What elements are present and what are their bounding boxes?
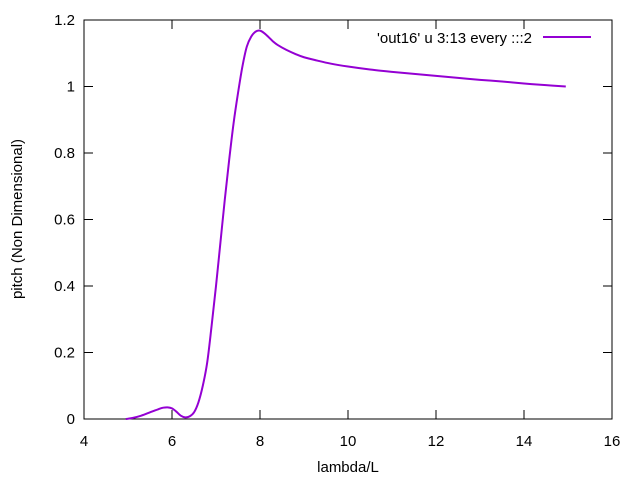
x-tick-label: 6	[168, 433, 176, 450]
legend-label: 'out16' u 3:13 every :::2	[377, 30, 532, 47]
x-tick-label: 10	[340, 433, 357, 450]
y-tick-label: 0.4	[54, 278, 75, 295]
x-tick-label: 8	[256, 433, 264, 450]
axis-tick-labels: 4 6 8 10 12 14 16 0 0.2 0.4 0.6 0.8 1 1.2	[54, 12, 620, 450]
plot-frame	[83, 19, 613, 420]
series-line	[125, 29, 566, 420]
y-tick-label: 1.2	[54, 12, 75, 29]
x-tick-label: 12	[428, 433, 445, 450]
x-tick-label: 4	[80, 433, 88, 450]
y-tick-label: 0.8	[54, 145, 75, 162]
x-axis-label: lambda/L	[317, 459, 379, 476]
y-axis-label: pitch (Non Dimensional)	[9, 139, 26, 299]
x-tick-label: 16	[604, 433, 621, 450]
y-tick-label: 0.6	[54, 212, 75, 229]
y-tick-label: 0	[67, 411, 75, 428]
series-group	[125, 29, 566, 420]
legend: 'out16' u 3:13 every :::2	[377, 30, 591, 47]
y-tick-label: 1	[67, 79, 75, 96]
axis-ticks	[83, 19, 613, 420]
x-tick-label: 14	[516, 433, 533, 450]
y-tick-label: 0.2	[54, 345, 75, 362]
